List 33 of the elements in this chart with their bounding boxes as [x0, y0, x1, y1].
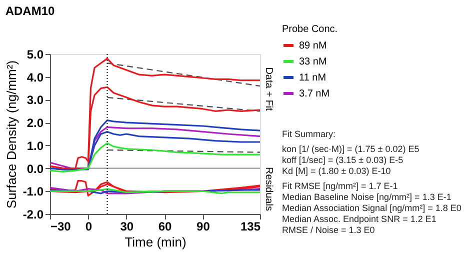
- text: RMSE / Noise = 1.3 E0: [282, 225, 375, 235]
- text: Median Association Signal [ng/mm²] = 1.8 E0: [282, 203, 462, 213]
- x-tick-label: 60: [158, 220, 172, 234]
- y-tick-label: -2.0: [22, 208, 44, 222]
- text: Data + Fit: [263, 67, 274, 112]
- text: Kd [M] = (1.80 ± 0.03) E-10: [282, 166, 391, 176]
- y-tick-label: 1.0: [26, 138, 44, 153]
- y-tick-label: -1.0: [22, 184, 44, 199]
- x-tick-label: 135: [240, 220, 261, 234]
- y-tick-label: 3.0: [26, 93, 44, 108]
- y-tick-label: 4.0: [26, 70, 44, 84]
- y-tick-label: 0.0: [26, 162, 44, 176]
- chart-title: ADAM10: [5, 4, 55, 18]
- text: kon [1/ (sec·M)] = (1.75 ± 0.02) E5: [282, 144, 420, 154]
- legend-label: 89 nM: [299, 40, 327, 52]
- x-tick-label: 30: [120, 220, 134, 234]
- y-axis-title: Surface Density (ng/mm²): [4, 60, 19, 209]
- legend-label: 33 nM: [299, 56, 327, 68]
- legend-label: 11 nM: [299, 72, 326, 84]
- x-tick-label: 90: [196, 220, 210, 234]
- y-tick-label: 5.0: [26, 48, 44, 62]
- text: Fit RMSE [ng/mm²] = 1.7 E-1: [282, 181, 398, 191]
- legend-title: Probe Conc.: [282, 24, 338, 35]
- x-axis-title: Time (min): [124, 234, 186, 250]
- text: Fit Summary:: [282, 129, 336, 139]
- text: Residuals: [263, 167, 274, 211]
- text: Median Assoc. Endpoint SNR = 1.2 E1: [282, 214, 436, 224]
- legend-label: 3.7 nM: [299, 88, 330, 100]
- text: koff [1/sec] = (3.15 ± 0.03) E-5: [282, 155, 404, 165]
- text: Median Baseline Noise [ng/mm²] = 1.3 E-1: [282, 192, 452, 202]
- x-tick-label: −30: [50, 220, 72, 234]
- y-tick-label: 2.0: [26, 116, 44, 130]
- x-tick-label: 0: [85, 220, 92, 234]
